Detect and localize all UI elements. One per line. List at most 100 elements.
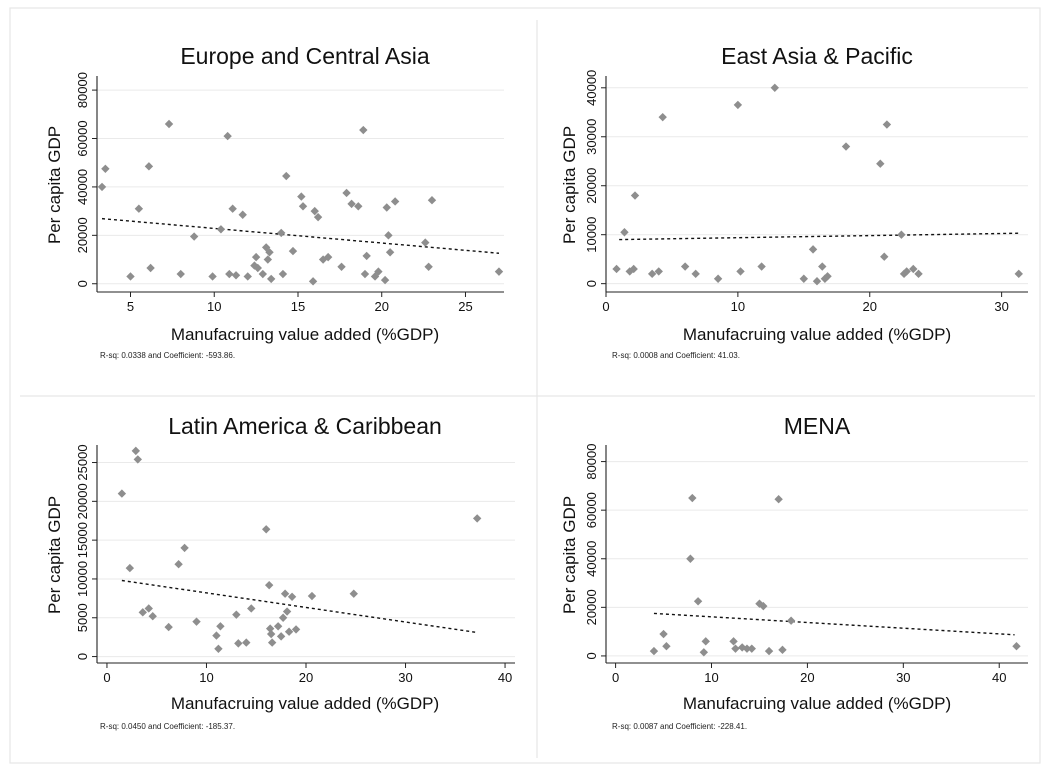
data-point — [146, 263, 155, 273]
y-tick-label: 40000 — [75, 169, 90, 205]
y-tick-label: 20000 — [75, 483, 90, 519]
data-point — [374, 267, 383, 276]
x-tick-label: 10 — [704, 670, 718, 685]
x-tick-label: 10 — [199, 670, 213, 685]
data-point — [280, 589, 290, 598]
y-tick-label: 15000 — [75, 522, 90, 558]
x-axis-label: Manufacruing value added (%GDP) — [683, 325, 951, 344]
data-point — [337, 262, 346, 271]
data-point — [759, 601, 768, 611]
data-point — [232, 610, 241, 619]
data-point — [308, 277, 318, 286]
data-point — [620, 228, 629, 237]
data-point — [662, 642, 671, 651]
data-point — [659, 629, 668, 639]
y-tick-label: 0 — [584, 280, 599, 287]
panel-east-asia-pacific: East Asia & Pacific Manufacruing value a… — [560, 43, 1028, 360]
data-point — [278, 613, 288, 622]
data-point — [97, 182, 107, 192]
data-point — [291, 625, 301, 634]
data-point — [882, 120, 892, 129]
panel-europe-central-asia: Europe and Central Asia Manufacruing val… — [45, 43, 504, 360]
data-point — [243, 272, 252, 281]
data-point — [265, 624, 275, 633]
data-point — [253, 263, 262, 273]
regression-note: R-sq: 0.0450 and Coefficient: -185.37. — [100, 722, 235, 731]
data-point — [117, 489, 127, 498]
data-point — [323, 252, 333, 262]
x-tick-label: 10 — [731, 299, 745, 314]
data-point — [208, 272, 217, 281]
x-tick-label: 20 — [863, 299, 877, 314]
data-point — [649, 646, 659, 656]
data-point — [247, 604, 256, 613]
data-point — [729, 637, 738, 646]
data-point — [701, 637, 710, 646]
data-point — [736, 267, 745, 276]
x-axis-label: Manufacruing value added (%GDP) — [171, 694, 439, 713]
data-point — [251, 252, 261, 262]
fitted-line — [619, 232, 1019, 241]
data-point — [812, 277, 822, 286]
x-tick-label: 40 — [992, 670, 1006, 685]
regression-note: R-sq: 0.0087 and Coefficient: -228.41. — [612, 722, 747, 731]
data-point — [180, 543, 189, 553]
x-tick-label: 20 — [374, 299, 388, 314]
data-point — [307, 591, 317, 601]
data-point — [174, 560, 183, 569]
y-tick-label: 80000 — [584, 443, 599, 479]
data-point — [144, 162, 154, 171]
x-axis-label: Manufacruing value added (%GDP) — [683, 694, 951, 713]
data-point — [774, 495, 783, 504]
data-point — [298, 202, 308, 211]
y-tick-label: 40000 — [584, 541, 599, 577]
data-point — [899, 269, 909, 279]
data-point — [265, 248, 274, 257]
data-point — [1012, 642, 1021, 651]
data-point — [176, 269, 185, 279]
data-point — [164, 622, 173, 632]
data-point — [876, 159, 885, 168]
data-point — [288, 246, 298, 256]
data-point — [733, 100, 743, 110]
panel-title: MENA — [784, 413, 851, 439]
data-point — [897, 230, 906, 239]
data-point — [382, 203, 391, 212]
panel-title: Latin America & Caribbean — [168, 413, 442, 439]
data-point — [612, 264, 621, 274]
data-point — [277, 228, 286, 238]
data-point — [278, 269, 288, 279]
data-point — [354, 202, 363, 211]
data-point — [786, 616, 796, 625]
data-point — [808, 245, 818, 254]
data-point — [164, 119, 174, 129]
data-point — [297, 192, 306, 201]
data-point — [214, 644, 223, 654]
data-point — [880, 252, 889, 261]
data-point — [384, 231, 393, 240]
data-point — [742, 644, 752, 653]
data-point — [284, 627, 294, 636]
y-tick-label: 20000 — [584, 168, 599, 204]
x-tick-label: 15 — [291, 299, 305, 314]
data-point — [902, 267, 911, 276]
regression-note: R-sq: 0.0338 and Coefficient: -593.86. — [100, 351, 235, 360]
x-tick-label: 0 — [602, 299, 609, 314]
y-tick-label: 10000 — [75, 561, 90, 597]
x-tick-label: 0 — [103, 670, 110, 685]
y-axis-label: Per capita GDP — [560, 126, 579, 244]
x-tick-label: 40 — [498, 670, 512, 685]
regression-note: R-sq: 0.0008 and Coefficient: 41.03. — [612, 351, 740, 360]
data-point — [261, 525, 271, 534]
data-point — [234, 639, 243, 648]
x-tick-label: 30 — [994, 299, 1008, 314]
data-point — [688, 493, 697, 503]
data-point — [699, 648, 709, 657]
y-tick-label: 0 — [75, 653, 90, 660]
data-point — [421, 238, 430, 247]
x-axis-label: Manufacruing value added (%GDP) — [171, 325, 439, 344]
data-point — [264, 580, 274, 590]
data-point — [287, 592, 297, 602]
data-point — [841, 142, 851, 151]
